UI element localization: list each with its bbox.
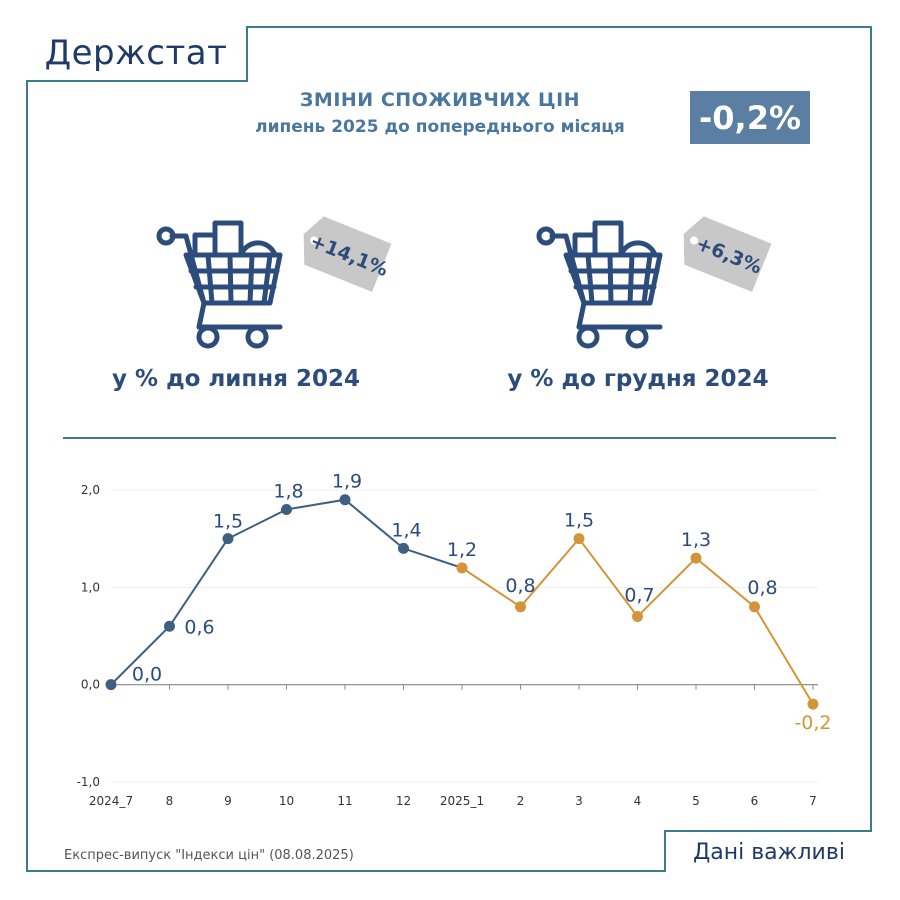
data-point bbox=[105, 679, 117, 691]
brand-logo: Держстат bbox=[26, 26, 248, 82]
x-tick-label: 2025_1 bbox=[440, 794, 484, 808]
x-tick-label: 5 bbox=[692, 794, 700, 808]
data-label: 0,8 bbox=[747, 577, 777, 599]
data-point bbox=[749, 601, 760, 613]
page-title: ЗМІНИ СПОЖИВЧИХ ЦІН bbox=[299, 89, 581, 111]
data-point bbox=[807, 698, 819, 710]
shopping-cart-icon: +14,1% bbox=[156, 216, 392, 349]
data-label: 0,0 bbox=[132, 664, 162, 686]
data-label: 1,5 bbox=[564, 510, 594, 532]
data-point bbox=[339, 494, 351, 506]
footer-slogan: Дані важливі bbox=[664, 830, 872, 872]
data-label: 1,3 bbox=[681, 529, 711, 551]
data-point bbox=[690, 552, 702, 564]
source-note: Експрес-випуск "Індекси цін" (08.08.2025… bbox=[64, 848, 354, 863]
x-tick-label: 10 bbox=[279, 794, 294, 808]
data-point bbox=[515, 601, 526, 613]
data-label: 0,7 bbox=[624, 585, 654, 607]
data-label: 1,5 bbox=[213, 511, 243, 533]
y-tick-label: 2,0 bbox=[81, 483, 100, 497]
x-tick-label: 12 bbox=[396, 794, 411, 808]
data-point bbox=[164, 620, 175, 632]
data-point bbox=[456, 562, 468, 574]
section-divider bbox=[63, 437, 836, 439]
page-frame bbox=[26, 26, 872, 872]
x-tick-label: 8 bbox=[166, 794, 174, 808]
data-point bbox=[632, 611, 643, 623]
x-tick-label: 4 bbox=[634, 794, 642, 808]
data-label: -0,2 bbox=[794, 712, 831, 734]
data-label: 1,4 bbox=[391, 519, 421, 541]
x-tick-label: 2 bbox=[517, 794, 525, 808]
y-tick-label: 1,0 bbox=[81, 580, 100, 594]
y-tick-label: 0,0 bbox=[81, 678, 100, 692]
data-label: 1,2 bbox=[447, 539, 477, 561]
card-label-year: у % до липня 2024 bbox=[112, 366, 360, 392]
data-label: 1,9 bbox=[332, 471, 362, 493]
headline: ЗМІНИ СПОЖИВЧИХ ЦІН липень 2025 до попер… bbox=[200, 89, 680, 137]
data-label: 0,8 bbox=[505, 575, 535, 597]
shopping-cart-icon: +6,3% bbox=[536, 216, 772, 349]
data-point bbox=[398, 542, 409, 554]
data-label: 0,6 bbox=[184, 616, 214, 638]
data-point bbox=[573, 533, 585, 545]
y-tick-label: -1,0 bbox=[77, 775, 100, 789]
x-tick-label: 9 bbox=[224, 794, 232, 808]
monthly-change-badge: -0,2% bbox=[690, 91, 810, 144]
page-subtitle: липень 2025 до попереднього місяця bbox=[255, 117, 625, 137]
x-tick-label: 7 bbox=[809, 794, 817, 808]
x-tick-label: 6 bbox=[751, 794, 759, 808]
data-point bbox=[222, 533, 234, 545]
x-tick-label: 2024_7 bbox=[89, 794, 133, 808]
card-label-december: у % до грудня 2024 bbox=[507, 366, 769, 392]
data-label: 1,8 bbox=[273, 480, 303, 502]
price-tag-icon bbox=[683, 216, 772, 292]
data-point bbox=[281, 503, 292, 515]
x-tick-label: 11 bbox=[337, 794, 352, 808]
price-tag-icon bbox=[303, 216, 392, 292]
x-tick-label: 3 bbox=[575, 794, 583, 808]
